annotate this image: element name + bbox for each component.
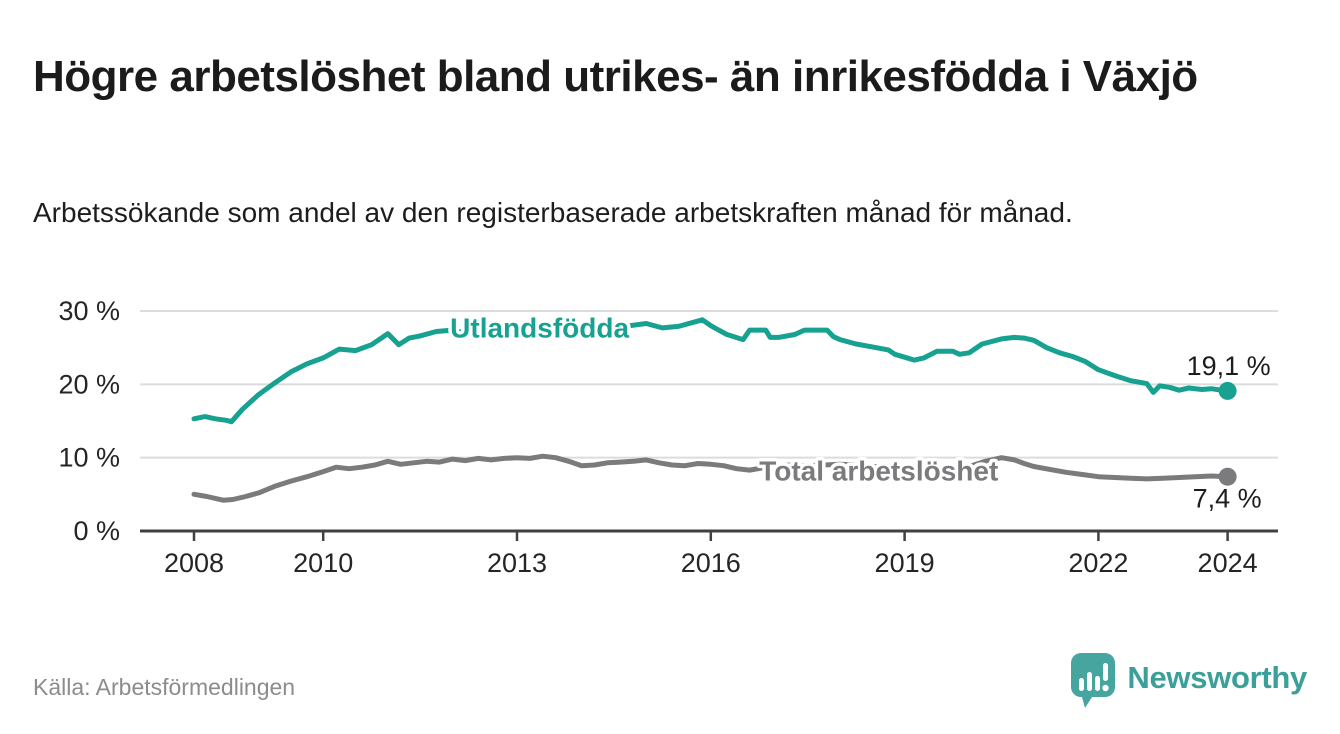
y-tick-label: 20 % (58, 369, 120, 399)
x-tick-label: 2008 (164, 548, 224, 578)
speech-bubble-bar-chart-icon (1071, 653, 1116, 708)
series-end-dot (1218, 467, 1237, 486)
chart-subtitle: Arbetssökande som andel av den registerb… (33, 197, 1073, 228)
x-tick-label: 2024 (1198, 548, 1258, 578)
unemployment-line-chart: 2008 2010 2013 2016 2019 2022 2024 0 % 10 % 20 % 3… (58, 296, 1278, 578)
series-line-total (191, 453, 1231, 503)
y-tick-label: 0 % (73, 516, 120, 546)
page-title: Högre arbetslöshet bland utrikes- än inr… (33, 52, 1198, 102)
newsworthy-logo: Newsworthy (1070, 652, 1307, 710)
series-label: Total arbetslöshet (759, 455, 998, 486)
x-tick-label: 2016 (681, 548, 741, 578)
source-note: Källa: Arbetsförmedlingen (33, 674, 296, 700)
y-tick-label: 10 % (58, 443, 120, 473)
x-tick-label: 2013 (487, 548, 547, 578)
end-value-label: 19,1 % (1187, 351, 1271, 381)
x-tick-label: 2022 (1068, 548, 1128, 578)
x-tick-label: 2010 (293, 548, 353, 578)
end-value-label: 7,4 % (1193, 484, 1262, 514)
series-end-dot (1218, 381, 1237, 400)
x-tick-label: 2019 (875, 548, 935, 578)
series-line-utlandsfodda (191, 317, 1231, 425)
brand-wordmark: Newsworthy (1127, 660, 1307, 695)
y-tick-label: 30 % (58, 296, 120, 326)
series-label: Utlandsfödda (450, 312, 629, 343)
